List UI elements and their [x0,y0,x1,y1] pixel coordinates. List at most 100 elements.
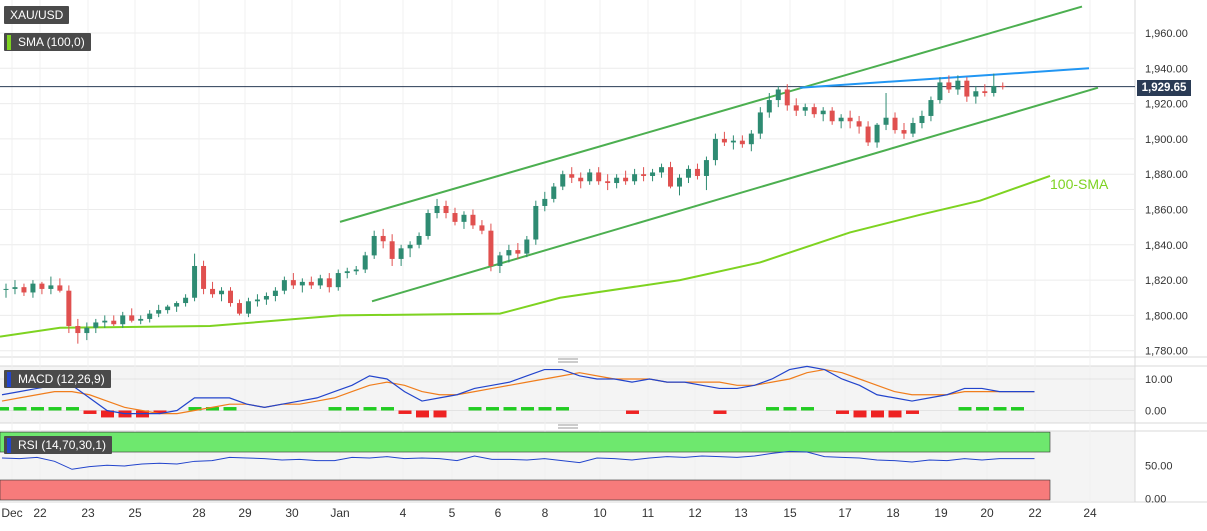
candle-body [748,133,754,145]
candle-body [111,320,117,325]
time-tick-label: 6 [495,506,502,520]
time-tick-label: 10 [593,506,607,520]
candle-body [515,250,521,254]
candle-body [263,295,269,300]
candle-body [165,306,171,311]
candle-body [766,100,772,113]
macd-histogram-bar [871,410,884,418]
candle-body [156,310,162,314]
candle-body [290,280,296,286]
channel-upper-line [339,5,1083,223]
candle-body [668,167,674,187]
price-tick-label: 1,960.00 [1145,28,1188,40]
price-tick-label: 1,900.00 [1145,134,1188,146]
candle-body [1000,85,1006,87]
price-panel-label: XAU/USD [4,6,70,24]
time-tick-label: 11 [642,506,655,520]
candle-body [3,288,9,290]
rsi-oversold-zone [0,479,1051,501]
candle-body [416,235,422,245]
candle-body [425,213,431,236]
time-tick-label: 18 [886,506,900,520]
candle-body [228,290,233,304]
macd-histogram-bar [556,407,569,411]
candle-body [93,322,99,328]
candle-body [407,244,413,249]
candle-body [937,82,943,101]
time-tick-label: 12 [688,506,702,520]
candle-body [147,313,153,319]
candle-body [964,80,970,97]
time-tick-label: Jan [330,506,349,520]
candle-body [398,248,404,259]
time-tick-label: 17 [838,506,852,520]
price-tick-label: 1,940.00 [1145,63,1188,75]
macd-histogram-bar [888,410,902,418]
candle-body [578,177,584,182]
macd-histogram-bar [766,407,779,411]
macd-histogram-bar [626,410,639,414]
candle-body [856,121,862,127]
candle-body [991,85,997,94]
macd-histogram-bar [13,407,27,411]
price-tick-label: 1,800.00 [1145,310,1188,322]
candle-body [48,285,54,289]
macd-histogram-bar [958,407,972,411]
candle-body [847,117,853,122]
candle-body [892,117,898,131]
time-tick-label: 8 [542,506,549,520]
candle-body [497,255,503,266]
candle-body [694,168,700,176]
candle-body [730,140,736,143]
macd-histogram-bar [503,407,517,411]
candle-body [569,174,575,178]
time-tick-label: 4 [400,506,407,520]
candle-body [488,230,494,266]
macd-histogram-bar [31,407,44,411]
candle-body [344,271,350,274]
macd-panel-label: MACD (12,26,9) [4,370,111,388]
rsi-overbought-zone [0,431,1051,453]
time-tick-label: 30 [285,506,299,520]
candle-body [219,290,225,295]
candle-body [919,115,925,124]
macd-histogram-bar [713,410,727,414]
rsi-tick-label: 0.00 [1145,494,1166,506]
macd-histogram-bar [993,407,1007,411]
macd-histogram-bar [853,410,867,418]
candle-body [12,287,18,289]
candle-body [820,110,826,115]
candle-body [308,281,314,286]
candle-body [479,225,485,231]
candle-body [560,174,566,187]
candle-body [650,172,656,176]
candle-body [236,303,242,314]
time-tick-label: 5 [449,506,456,520]
time-tick-label: 29 [238,506,252,520]
macd-panel-label-text: MACD (12,26,9) [18,372,105,386]
candle-body [946,82,952,90]
price-tick-label: 1,820.00 [1145,275,1188,287]
candle-body [335,273,341,288]
price-tick-label: 1,780.00 [1145,346,1188,358]
candle-body [470,214,476,226]
time-tick-label: 13 [734,506,748,520]
candle-body [775,89,781,101]
macd-color-swatch [7,372,11,387]
candle-body [371,235,377,256]
candle-body [245,301,251,314]
last-price-tag: 1,929.65 [1137,80,1191,96]
candle-body [39,283,45,289]
candle-body [102,320,108,323]
candle-body [973,91,979,97]
macd-histogram-bar [416,410,429,418]
macd-histogram-bar [801,407,814,411]
price-tick-label: 1,880.00 [1145,169,1188,181]
macd-line [1,365,1035,415]
macd-histogram-bar [328,407,342,411]
candle-body [281,280,287,291]
candle-body [120,315,126,325]
candle-body [524,239,530,254]
